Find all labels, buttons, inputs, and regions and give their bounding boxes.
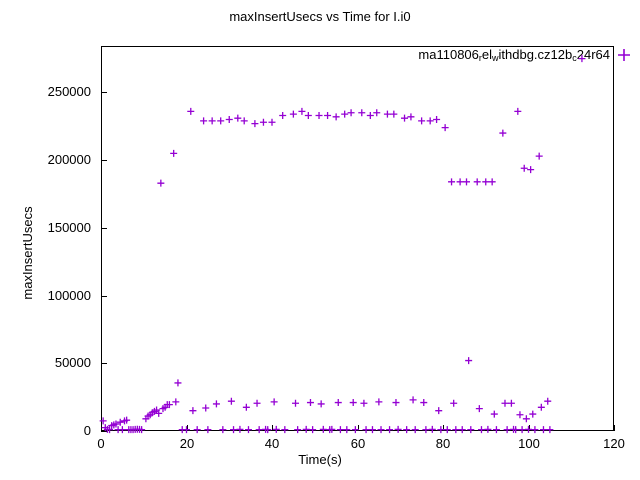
y-tick-label: 0 bbox=[83, 423, 91, 438]
y-tick-label: 200000 bbox=[47, 152, 91, 167]
legend-text-4: 24r64 bbox=[576, 47, 610, 62]
x-tick-mark bbox=[187, 425, 188, 431]
x-tick-label: 60 bbox=[350, 436, 366, 451]
y-tick-mark bbox=[101, 92, 107, 93]
y-tick-label: 100000 bbox=[47, 288, 91, 303]
chart-title: maxInsertUsecs vs Time for I.i0 bbox=[229, 9, 411, 24]
y-tick-mark bbox=[101, 363, 107, 364]
plot-frame bbox=[101, 46, 614, 431]
y-tick-label: 250000 bbox=[47, 84, 91, 99]
x-tick-mark bbox=[443, 425, 444, 431]
y-tick-label: 50000 bbox=[54, 355, 91, 370]
x-axis-label: Time(s) bbox=[298, 452, 342, 467]
y-tick-label: 150000 bbox=[47, 220, 91, 235]
legend-text-1: ma110806 bbox=[418, 47, 479, 62]
x-tick-label: 120 bbox=[603, 436, 625, 451]
legend-key-marker bbox=[618, 49, 630, 61]
legend-sub-3: c bbox=[572, 53, 577, 63]
y-tick-mark bbox=[101, 160, 107, 161]
legend-sub-2: w bbox=[492, 53, 499, 63]
x-tick-label: 40 bbox=[264, 436, 280, 451]
x-tick-mark bbox=[614, 425, 615, 431]
y-tick-mark bbox=[101, 431, 107, 432]
x-tick-mark bbox=[101, 425, 102, 431]
y-tick-mark bbox=[101, 228, 107, 229]
x-tick-mark bbox=[358, 425, 359, 431]
legend-text-2: el bbox=[481, 47, 493, 62]
x-tick-label: 80 bbox=[435, 436, 451, 451]
legend-text-3: ithdbg.cz12b bbox=[498, 47, 573, 62]
x-tick-mark bbox=[272, 425, 273, 431]
x-tick-label: 100 bbox=[518, 436, 540, 451]
y-tick-mark bbox=[101, 296, 107, 297]
x-tick-label: 0 bbox=[97, 436, 105, 451]
legend-entry-label: ma110806relwithdbg.cz12bc24r64 bbox=[418, 47, 610, 66]
x-tick-mark bbox=[529, 425, 530, 431]
x-tick-label: 20 bbox=[179, 436, 195, 451]
legend-sub-1: r bbox=[478, 53, 482, 63]
y-axis-label: maxInsertUsecs bbox=[20, 206, 35, 300]
